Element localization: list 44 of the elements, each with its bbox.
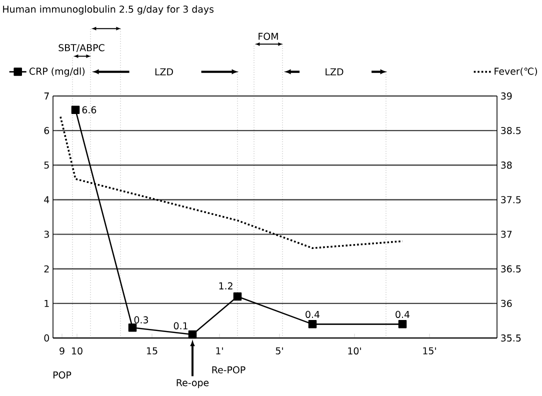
point [233, 292, 242, 301]
annotation: Re-ope [176, 379, 209, 388]
data-label: 0.4 [396, 310, 410, 318]
x-tick-label: 9 [60, 347, 64, 354]
data-label: 6.6 [82, 106, 96, 114]
x2-tick-label: 1' [216, 347, 223, 354]
text: LZD [155, 68, 173, 76]
data-label: 1.2 [219, 282, 232, 290]
text: Re-POP [212, 366, 246, 374]
legend-label: CRP (mg/dl) [30, 68, 85, 77]
point [308, 320, 317, 328]
point [398, 320, 407, 328]
x-tick-label: 10 [72, 347, 82, 354]
x-tick-label: 15 [147, 347, 158, 354]
legend-label: Fever(℃) [494, 67, 538, 76]
text: SBT/ABPC [58, 44, 104, 52]
y2-tick-label: 37.5 [501, 196, 521, 204]
text: FOM [258, 32, 278, 40]
point [128, 323, 137, 332]
y-tick-label: 4 [44, 196, 50, 204]
y-tick-label: 5 [44, 162, 49, 169]
data-label: 0.1 [174, 322, 188, 330]
y2-tick-label: 36 [501, 300, 512, 308]
point [71, 106, 80, 114]
y2-tick-label: 38 [501, 162, 512, 169]
data-label: 0.3 [134, 316, 148, 324]
text: LZD [326, 68, 344, 76]
x2-tick-label: 5' [276, 347, 283, 354]
y-tick-label: 1 [44, 300, 49, 307]
y-tick-label: 0 [44, 334, 50, 342]
y2-tick-label: 36.5 [501, 265, 521, 272]
y2-tick-label: 38.5 [501, 126, 521, 134]
x2-tick-label: 10' [348, 347, 361, 354]
text: POP [53, 371, 72, 379]
x2-tick-label: 15' [423, 347, 436, 354]
y-tick-label: 7 [44, 92, 49, 100]
y-tick-label: 3 [44, 230, 49, 238]
y2-tick-label: 39 [501, 92, 512, 100]
y-tick-label: 6 [44, 126, 50, 134]
chart-title: Human immunoglobulin 2.5 g/day for 3 days [3, 5, 214, 15]
y2-tick-label: 37 [501, 230, 512, 238]
y-tick-label: 2 [44, 265, 49, 272]
y2-tick-label: 35.5 [501, 334, 521, 342]
data-label: 0.4 [306, 310, 320, 318]
